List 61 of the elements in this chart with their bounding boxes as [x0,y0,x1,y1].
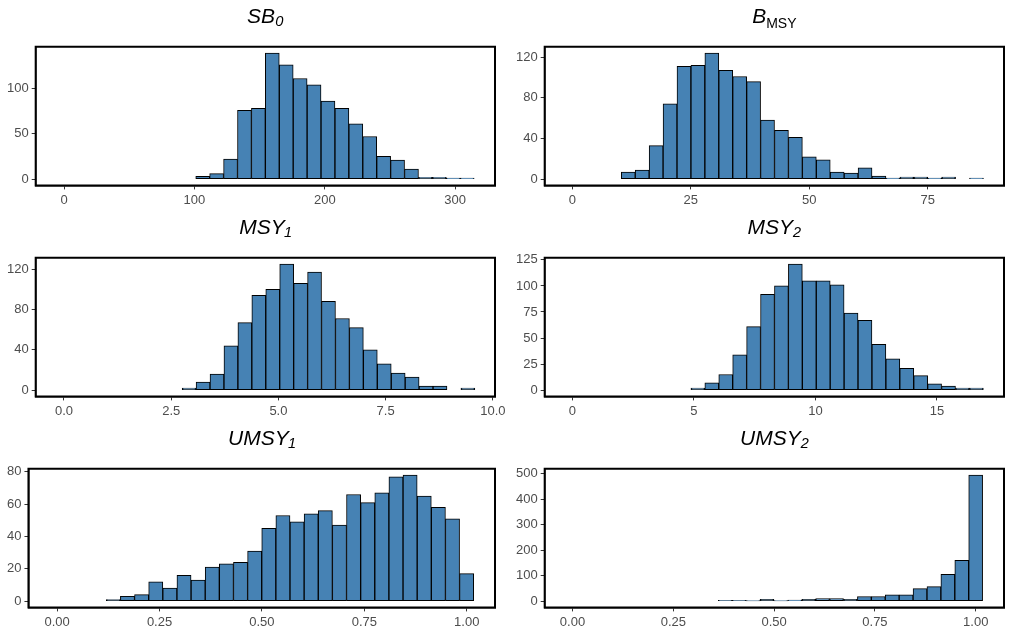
x-tick-label: 10 [808,402,823,418]
x-tick-label: 100 [183,191,206,207]
y-tick-label: 20 [6,560,22,576]
y-tick-label: 40 [14,341,29,357]
y-tick-label: 0 [21,170,29,186]
y-tick-label: 0 [530,170,538,186]
x-tick-label: 200 [313,191,336,207]
x-tick-label: 75 [920,191,935,207]
x-tick-label: 300 [444,191,466,207]
y-tick-label: 400 [515,490,538,506]
x-tick-label: 0 [568,191,577,207]
y-tick-label: 80 [6,463,22,479]
x-tick-label: 0.00 [44,613,70,629]
x-tick-label: 5 [690,402,698,418]
x-tick-label: 15 [929,402,945,418]
y-tick-label: 200 [515,541,538,557]
y-tick-label: 500 [515,465,538,481]
x-tick-label: 0.25 [146,613,173,629]
x-tick-label: 0.75 [862,613,888,629]
chart-title: UMSY₁ [227,426,297,451]
x-tick-label: 0 [60,191,68,207]
chart-title: MSY₁ [238,215,293,240]
y-tick-label: 0 [530,381,538,397]
y-tick-label: 120 [515,48,538,64]
y-tick-label: 40 [6,528,22,544]
y-tick-label: 40 [523,130,538,146]
y-tick-label: 75 [523,303,538,319]
x-tick-label: 10.0 [480,402,506,418]
chart-title: B$_{MSY}$ [751,4,798,34]
y-tick-label: 100 [515,567,538,583]
chart-title: SB₀ [245,4,285,29]
x-tick-label: 7.5 [376,402,395,418]
x-tick-label: 1.00 [454,613,480,629]
y-tick-label: 50 [523,329,538,345]
y-tick-label: 0 [21,381,29,397]
x-tick-label: 2.5 [162,402,181,418]
y-tick-label: 100 [6,80,29,96]
y-tick-label: 60 [6,495,22,511]
chart-title: MSY₂ [746,215,803,240]
x-tick-label: 25 [683,191,699,207]
x-tick-label: 0.50 [249,613,275,629]
y-tick-label: 120 [6,260,29,276]
y-tick-label: 300 [515,516,538,532]
y-tick-label: 0 [14,592,22,608]
y-tick-label: 80 [14,301,29,317]
x-tick-label: 0.50 [761,613,787,629]
y-tick-label: 25 [523,355,538,371]
y-tick-label: 125 [515,251,538,267]
y-tick-label: 0 [530,592,538,608]
chart-title: UMSY₂ [739,426,810,451]
y-tick-label: 50 [14,125,29,141]
x-tick-label: 0.25 [660,613,686,629]
x-tick-label: 0.0 [54,402,74,418]
y-tick-label: 80 [523,89,538,105]
x-tick-label: 50 [802,191,817,207]
x-tick-label: 0 [568,402,577,418]
x-tick-label: 0.75 [351,613,377,629]
x-tick-label: 0.00 [559,613,586,629]
y-tick-label: 100 [515,277,538,293]
x-tick-label: 1.00 [963,613,989,629]
x-tick-label: 5.0 [269,402,288,418]
